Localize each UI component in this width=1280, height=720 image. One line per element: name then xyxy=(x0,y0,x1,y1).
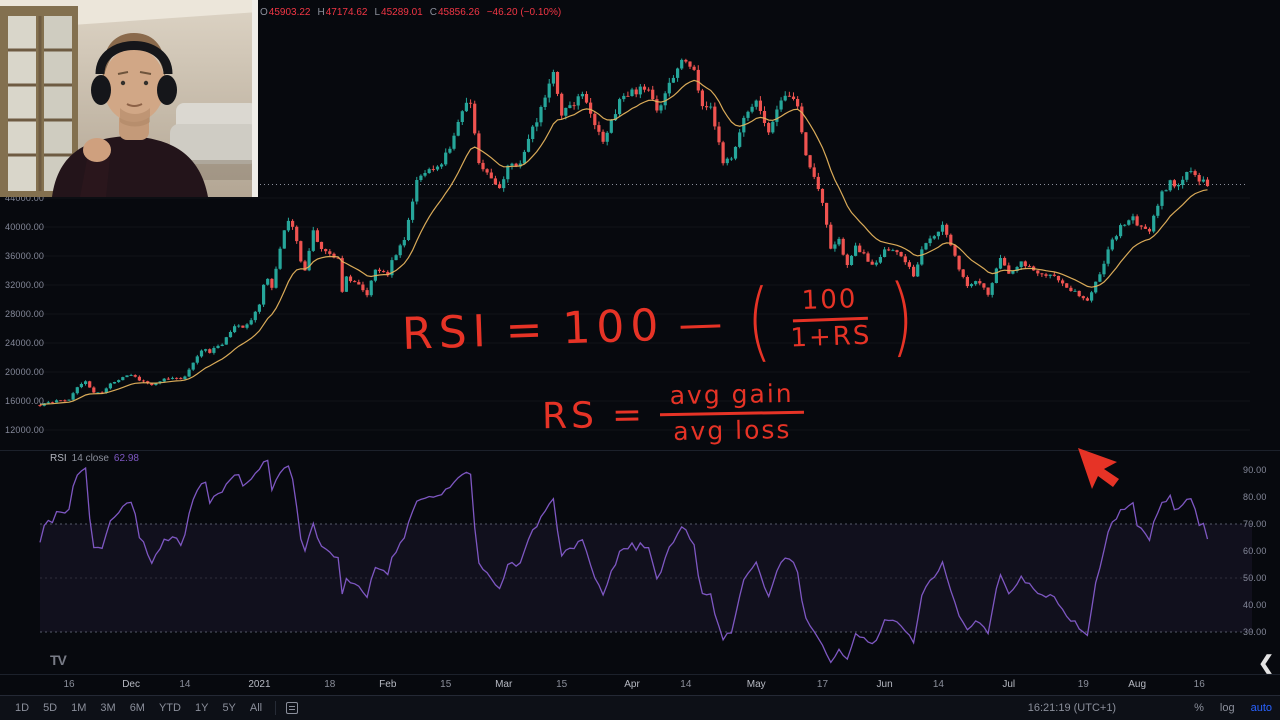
range-button-5y[interactable]: 5Y xyxy=(222,702,236,714)
time-axis-label: Jun xyxy=(876,679,893,690)
time-axis-label: 14 xyxy=(680,679,692,690)
drawn-cursor-arrow xyxy=(1078,448,1119,489)
time-axis-label: 16 xyxy=(63,679,75,690)
time-axis-label: 15 xyxy=(556,679,568,690)
range-button-ytd[interactable]: YTD xyxy=(158,702,181,714)
log-scale-button[interactable]: log xyxy=(1219,702,1235,714)
clock[interactable]: 16:21:19 (UTC+1) xyxy=(1027,702,1117,714)
rsi-params: 14 close xyxy=(71,453,109,464)
time-axis-label: Dec xyxy=(122,679,140,690)
formula1-fraction-denominator: 1+RS xyxy=(789,320,872,353)
time-axis-label: Apr xyxy=(624,679,640,690)
rsi-value: 62.98 xyxy=(113,453,139,464)
formula1-open-paren: ( xyxy=(745,271,773,372)
ohlc-open-key: O xyxy=(260,7,268,18)
formula2-fraction-numerator: avg gain xyxy=(659,379,804,416)
person xyxy=(52,33,208,197)
rsi-formula-annotation: RSI = 100 — ( 100 1+RS ) xyxy=(401,266,920,377)
time-axis-label: 14 xyxy=(932,679,944,690)
range-button-5d[interactable]: 5D xyxy=(43,702,58,714)
date-range-buttons: 1D 5D 1M 3M 6M YTD 1Y 5Y All xyxy=(8,700,269,716)
ohlc-change: −46.20 (−0.10%) xyxy=(486,7,562,18)
ohlc-high-key: H xyxy=(317,7,325,18)
ohlc-high-value: 47174.62 xyxy=(325,7,368,18)
time-axis-label: 19 xyxy=(1077,679,1089,690)
calendar-icon[interactable] xyxy=(286,702,299,714)
range-button-1m[interactable]: 1M xyxy=(71,702,87,714)
formula1-fraction-numerator: 100 xyxy=(791,284,869,322)
tradingview-logo[interactable]: TV xyxy=(50,652,67,668)
toolbar-right: 16:21:19 (UTC+1) % log auto xyxy=(1028,702,1272,714)
range-button-1y[interactable]: 1Y xyxy=(194,702,209,714)
bottom-toolbar: 1D 5D 1M 3M 6M YTD 1Y 5Y All 16:21:19 (UTC+1) % … xyxy=(0,695,1280,720)
time-axis-label: 16 xyxy=(1193,679,1205,690)
time-axis-label: 15 xyxy=(440,679,452,690)
range-button-3m[interactable]: 3M xyxy=(100,702,116,714)
auto-scale-button[interactable]: auto xyxy=(1250,702,1272,714)
formula1-minus: — xyxy=(677,297,730,350)
time-axis-label: 14 xyxy=(179,679,191,690)
ohlc-low-key: L xyxy=(374,7,381,18)
ohlc-close-key: C xyxy=(429,7,437,18)
time-axis-label: Jul xyxy=(1002,679,1016,690)
time-axis-label: Aug xyxy=(1128,679,1147,690)
formula1-lhs: RSI xyxy=(401,305,493,360)
ohlc-open-value: 45903.22 xyxy=(268,7,311,18)
formula2-lhs: RS xyxy=(541,395,599,438)
webcam-edge-bar xyxy=(252,0,258,197)
time-axis-label: 2021 xyxy=(248,679,271,690)
formula1-hundred: 100 xyxy=(561,299,666,354)
formula2-fraction-denominator: avg loss xyxy=(672,414,792,446)
range-button-6m[interactable]: 6M xyxy=(129,702,145,714)
ohlc-low-value: 45289.01 xyxy=(381,7,423,18)
formula2-fraction: avg gain avg loss xyxy=(659,379,804,447)
formula2-equals: = xyxy=(611,394,647,436)
formula1-close-paren: ) xyxy=(887,266,915,367)
time-axis[interactable]: 16 Dec 14 2021 18 Feb 15 Mar 15 Apr 14 May 17 Jun 14 Ju… xyxy=(0,674,1280,695)
time-axis-label: Mar xyxy=(495,679,513,690)
time-axis-label: 17 xyxy=(816,679,829,690)
rs-formula-annotation: RS = avg gain avg loss xyxy=(541,379,804,449)
formula1-equals: = xyxy=(504,303,550,356)
ohlc-legend: O 45903.22 H 47174.62 L 45289.01 C 45856… xyxy=(260,7,561,18)
raised-hand xyxy=(83,138,111,162)
headphone-right-cup xyxy=(157,75,177,105)
time-axis-label: Feb xyxy=(379,679,397,690)
ohlc-close-value: 45856.26 xyxy=(437,7,480,18)
headphones-band xyxy=(95,41,173,75)
pane-separator[interactable] xyxy=(0,450,1280,451)
formula1-fraction: 100 1+RS xyxy=(789,284,872,354)
time-axis-label: May xyxy=(746,679,766,690)
rsi-name: RSI xyxy=(50,453,67,464)
rsi-indicator-legend: RSI 14 close 62.98 xyxy=(50,453,139,464)
range-button-all[interactable]: All xyxy=(249,702,263,714)
headphone-left-cup xyxy=(91,75,111,105)
webcam-video xyxy=(0,0,258,197)
time-axis-label: 18 xyxy=(324,679,336,690)
toolbar-divider xyxy=(275,701,277,715)
percent-scale-button[interactable]: % xyxy=(1194,702,1204,714)
collapse-panel-chevron-icon[interactable]: ❮ xyxy=(1258,653,1274,674)
range-button-1d[interactable]: 1D xyxy=(15,702,30,714)
